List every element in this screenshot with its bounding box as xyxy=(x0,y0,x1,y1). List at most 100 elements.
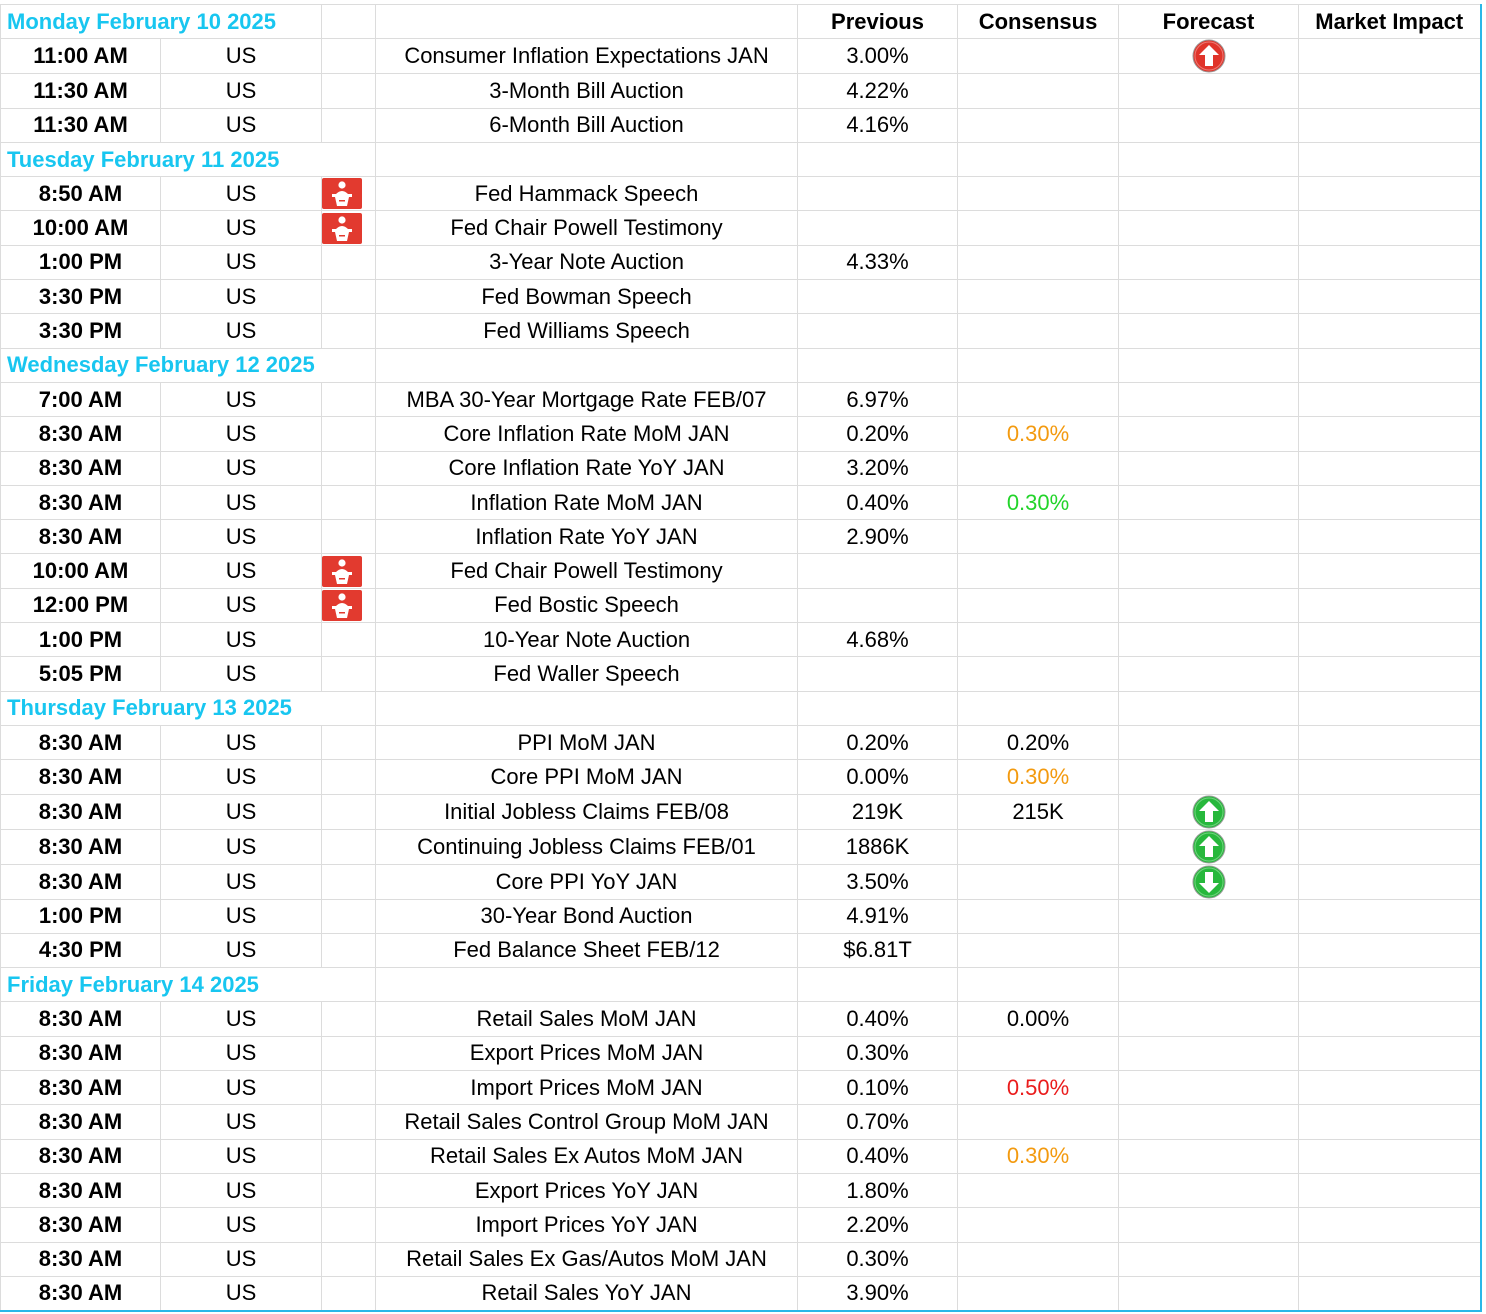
event-previous xyxy=(797,656,959,692)
empty-cell xyxy=(957,967,1120,1003)
event-row[interactable]: 8:30 AM US Inflation Rate MoM JAN 0.40% 0.30… xyxy=(0,484,1482,521)
event-market-impact xyxy=(1298,1275,1482,1312)
event-row[interactable]: 10:00 AM US Fed Chair Powell Testimony xyxy=(0,553,1482,589)
event-country: US xyxy=(159,793,323,830)
event-name[interactable]: Fed Bostic Speech xyxy=(375,587,799,624)
event-row[interactable]: 8:50 AM US Fed Hammack Speech xyxy=(0,176,1482,212)
event-consensus xyxy=(957,381,1120,418)
event-row[interactable]: 8:30 AM US Export Prices YoY JAN 1.80% xyxy=(0,1172,1482,1209)
event-name[interactable]: Fed Williams Speech xyxy=(375,313,799,349)
event-previous: 3.90% xyxy=(797,1275,959,1312)
event-name[interactable]: Import Prices MoM JAN xyxy=(375,1070,799,1106)
event-row[interactable]: 5:05 PM US Fed Waller Speech xyxy=(0,656,1482,692)
event-name[interactable]: Fed Balance Sheet FEB/12 xyxy=(375,932,799,969)
event-row[interactable]: 8:30 AM US Retail Sales Ex Gas/Autos MoM J… xyxy=(0,1241,1482,1277)
event-name[interactable]: Fed Hammack Speech xyxy=(375,176,799,212)
event-country: US xyxy=(159,1035,323,1072)
event-row[interactable]: 11:00 AM US Consumer Inflation Expectation… xyxy=(0,38,1482,75)
event-row[interactable]: 3:30 PM US Fed Bowman Speech xyxy=(0,279,1482,315)
event-time: 8:30 AM xyxy=(0,1001,161,1037)
event-name[interactable]: Retail Sales YoY JAN xyxy=(375,1275,799,1312)
event-icon-cell xyxy=(321,828,377,865)
event-country: US xyxy=(159,863,323,900)
event-name[interactable]: MBA 30-Year Mortgage Rate FEB/07 xyxy=(375,381,799,418)
event-forecast xyxy=(1118,450,1300,486)
event-icon-cell xyxy=(321,1275,377,1312)
event-name[interactable]: Retail Sales Ex Autos MoM JAN xyxy=(375,1138,799,1174)
event-icon-cell xyxy=(321,484,377,521)
event-row[interactable]: 3:30 PM US Fed Williams Speech xyxy=(0,313,1482,349)
event-market-impact xyxy=(1298,38,1482,75)
event-name[interactable]: Inflation Rate MoM JAN xyxy=(375,484,799,521)
event-row[interactable]: 8:30 AM US Retail Sales MoM JAN 0.40% 0.00% xyxy=(0,1001,1482,1037)
event-forecast xyxy=(1118,381,1300,418)
event-name[interactable]: 3-Year Note Auction xyxy=(375,244,799,281)
event-row[interactable]: 4:30 PM US Fed Balance Sheet FEB/12 $6.81T xyxy=(0,932,1482,969)
event-row[interactable]: 8:30 AM US Core PPI MoM JAN 0.00% 0.30% xyxy=(0,759,1482,795)
event-previous xyxy=(797,587,959,624)
event-row[interactable]: 8:30 AM US Core Inflation Rate YoY JAN 3.20… xyxy=(0,450,1482,486)
event-forecast xyxy=(1118,622,1300,658)
event-name[interactable]: Retail Sales Control Group MoM JAN xyxy=(375,1104,799,1140)
event-row[interactable]: 8:30 AM US Import Prices YoY JAN 2.20% xyxy=(0,1207,1482,1243)
event-country: US xyxy=(159,898,323,934)
event-row[interactable]: 8:30 AM US Retail Sales Control Group MoM … xyxy=(0,1104,1482,1140)
event-row[interactable]: 1:00 PM US 10-Year Note Auction 4.68% xyxy=(0,622,1482,658)
event-market-impact xyxy=(1298,1138,1482,1174)
event-name[interactable]: 10-Year Note Auction xyxy=(375,622,799,658)
event-name[interactable]: Core PPI MoM JAN xyxy=(375,759,799,795)
event-row[interactable]: 11:30 AM US 6-Month Bill Auction 4.16% xyxy=(0,107,1482,143)
event-row[interactable]: 8:30 AM US Retail Sales YoY JAN 3.90% xyxy=(0,1275,1482,1312)
event-name[interactable]: Fed Chair Powell Testimony xyxy=(375,553,799,589)
event-name[interactable]: Consumer Inflation Expectations JAN xyxy=(375,38,799,75)
event-market-impact xyxy=(1298,759,1482,795)
event-name[interactable]: 3-Month Bill Auction xyxy=(375,73,799,109)
event-row[interactable]: 8:30 AM US PPI MoM JAN 0.20% 0.20% xyxy=(0,724,1482,761)
event-name[interactable]: Export Prices YoY JAN xyxy=(375,1172,799,1209)
event-row[interactable]: 8:30 AM US Retail Sales Ex Autos MoM JAN 0.… xyxy=(0,1138,1482,1174)
event-name[interactable]: Retail Sales Ex Gas/Autos MoM JAN xyxy=(375,1241,799,1277)
empty-cell xyxy=(1298,690,1482,726)
event-name[interactable]: Fed Bowman Speech xyxy=(375,279,799,315)
event-name[interactable]: Continuing Jobless Claims FEB/01 xyxy=(375,828,799,865)
event-row[interactable]: 1:00 PM US 3-Year Note Auction 4.33% xyxy=(0,244,1482,281)
event-market-impact xyxy=(1298,932,1482,969)
event-row[interactable]: 12:00 PM US Fed Bostic Speech xyxy=(0,587,1482,624)
event-icon-cell xyxy=(321,622,377,658)
event-row[interactable]: 8:30 AM US Continuing Jobless Claims FEB/0… xyxy=(0,828,1482,865)
event-name[interactable]: Import Prices YoY JAN xyxy=(375,1207,799,1243)
event-name[interactable]: Export Prices MoM JAN xyxy=(375,1035,799,1072)
event-name[interactable]: Core PPI YoY JAN xyxy=(375,863,799,900)
empty-cell xyxy=(797,690,959,726)
event-name[interactable]: PPI MoM JAN xyxy=(375,724,799,761)
empty-cell xyxy=(375,3,799,40)
event-row[interactable]: 11:30 AM US 3-Month Bill Auction 4.22% xyxy=(0,73,1482,109)
event-row[interactable]: 8:30 AM US Core Inflation Rate MoM JAN 0.20… xyxy=(0,416,1482,452)
event-country: US xyxy=(159,38,323,75)
event-row[interactable]: 1:00 PM US 30-Year Bond Auction 4.91% xyxy=(0,898,1482,934)
event-name[interactable]: Retail Sales MoM JAN xyxy=(375,1001,799,1037)
event-row[interactable]: 8:30 AM US Core PPI YoY JAN 3.50% xyxy=(0,863,1482,900)
event-icon-cell xyxy=(321,553,377,589)
event-name[interactable]: 6-Month Bill Auction xyxy=(375,107,799,143)
event-market-impact xyxy=(1298,107,1482,143)
event-name[interactable]: Fed Waller Speech xyxy=(375,656,799,692)
event-name[interactable]: 30-Year Bond Auction xyxy=(375,898,799,934)
event-row[interactable]: 8:30 AM US Initial Jobless Claims FEB/08 21… xyxy=(0,793,1482,830)
event-name[interactable]: Fed Chair Powell Testimony xyxy=(375,210,799,246)
event-row[interactable]: 8:30 AM US Inflation Rate YoY JAN 2.90% xyxy=(0,519,1482,555)
event-name[interactable]: Inflation Rate YoY JAN xyxy=(375,519,799,555)
event-row[interactable]: 7:00 AM US MBA 30-Year Mortgage Rate FEB/0… xyxy=(0,381,1482,418)
event-icon-cell xyxy=(321,932,377,969)
event-icon-cell xyxy=(321,381,377,418)
event-time: 8:50 AM xyxy=(0,176,161,212)
event-row[interactable]: 10:00 AM US Fed Chair Powell Testimony xyxy=(0,210,1482,246)
event-consensus xyxy=(957,587,1120,624)
event-row[interactable]: 8:30 AM US Export Prices MoM JAN 0.30% xyxy=(0,1035,1482,1072)
event-consensus xyxy=(957,107,1120,143)
event-name[interactable]: Initial Jobless Claims FEB/08 xyxy=(375,793,799,830)
event-name[interactable]: Core Inflation Rate MoM JAN xyxy=(375,416,799,452)
event-name[interactable]: Core Inflation Rate YoY JAN xyxy=(375,450,799,486)
event-forecast xyxy=(1118,1241,1300,1277)
event-row[interactable]: 8:30 AM US Import Prices MoM JAN 0.10% 0.50% xyxy=(0,1070,1482,1106)
